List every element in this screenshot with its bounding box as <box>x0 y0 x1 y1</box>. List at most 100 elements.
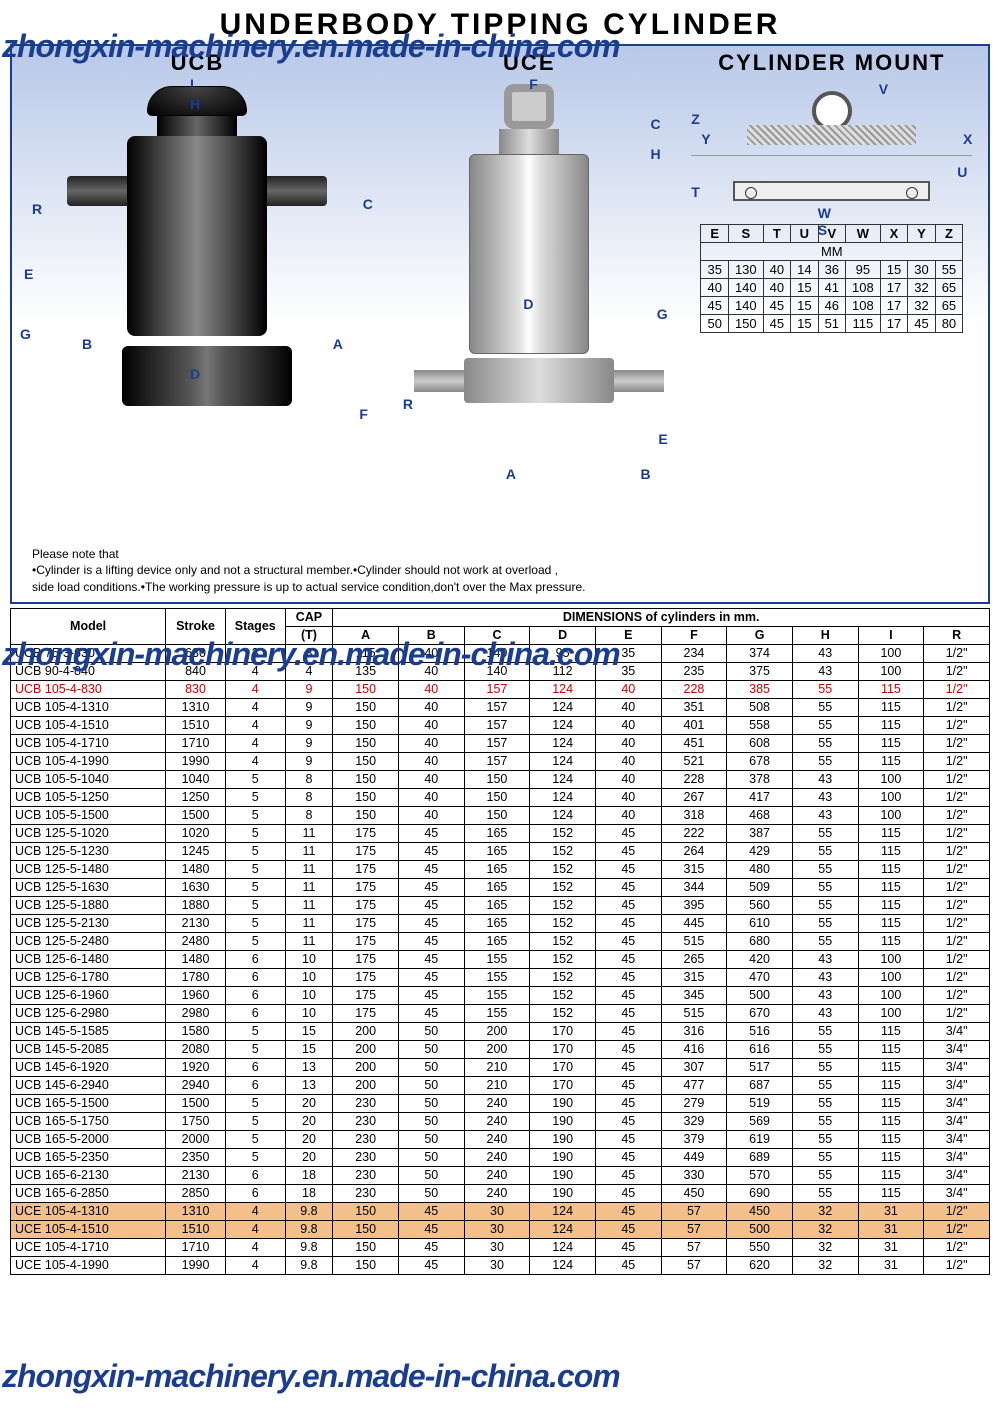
cell-stroke: 1990 <box>166 753 226 771</box>
cell-dim: 55 <box>792 753 858 771</box>
cell-dim: 152 <box>530 969 596 987</box>
table-row: UCB 125-5-102010205111754516515245222387… <box>11 825 990 843</box>
cell-dim: 379 <box>661 1131 727 1149</box>
cell-dim: 230 <box>333 1113 399 1131</box>
cell-dim: 45 <box>398 825 464 843</box>
th-col: F <box>661 627 727 645</box>
cell-dim: 1/2" <box>924 1239 990 1257</box>
cell-dim: 1/2" <box>924 987 990 1005</box>
cell-stroke: 1480 <box>166 861 226 879</box>
cell-model: UCB 165-5-2350 <box>11 1149 166 1167</box>
cell-dim: 55 <box>792 879 858 897</box>
cell-dim: 175 <box>333 861 399 879</box>
cell-dim: 670 <box>727 1005 793 1023</box>
dim-H: H <box>651 146 661 162</box>
cell-dim: 40 <box>595 753 661 771</box>
dim-T: T <box>691 184 700 200</box>
cell-stroke: 2980 <box>166 1005 226 1023</box>
cell-dim: 150 <box>333 789 399 807</box>
cell-dim: 124 <box>530 753 596 771</box>
mount-th: E <box>701 225 728 243</box>
cell-stages: 6 <box>225 951 285 969</box>
cell-stages: 6 <box>225 1185 285 1203</box>
cell-dim: 115 <box>858 843 924 861</box>
cell-dim: 570 <box>727 1167 793 1185</box>
cell-dim: 45 <box>595 1149 661 1167</box>
dim-S: S <box>818 222 827 238</box>
cell-stages: 4 <box>225 663 285 681</box>
cell-dim: 55 <box>792 843 858 861</box>
mount-cell: 40 <box>763 279 790 297</box>
cell-dim: 95 <box>530 645 596 663</box>
cell-dim: 152 <box>530 915 596 933</box>
mount-cell: 95 <box>846 261 881 279</box>
cell-dim: 32 <box>792 1257 858 1275</box>
cell-model: UCB 145-5-2085 <box>11 1041 166 1059</box>
dim-A: A <box>506 466 516 482</box>
cell-dim: 124 <box>530 699 596 717</box>
cell-dim: 155 <box>464 987 530 1005</box>
cell-dim: 477 <box>661 1077 727 1095</box>
cell-dim: 1/2" <box>924 879 990 897</box>
cell-dim: 165 <box>464 879 530 897</box>
cell-model: UCB 125-5-1630 <box>11 879 166 897</box>
cell-stroke: 1780 <box>166 969 226 987</box>
cell-stroke: 1630 <box>166 879 226 897</box>
mount-cell: 41 <box>818 279 845 297</box>
cell-dim: 1/2" <box>924 969 990 987</box>
cell-dim: 100 <box>858 789 924 807</box>
cell-dim: 50 <box>398 1077 464 1095</box>
cell-cap: 18 <box>285 1167 333 1185</box>
cell-cap: 11 <box>285 879 333 897</box>
table-row: UCB 145-5-158515805152005020017045316516… <box>11 1023 990 1041</box>
cell-dim: 330 <box>661 1167 727 1185</box>
mount-cell: 15 <box>791 315 818 333</box>
cell-stroke: 2130 <box>166 1167 226 1185</box>
cell-dim: 417 <box>727 789 793 807</box>
cell-dim: 100 <box>858 663 924 681</box>
cell-dim: 230 <box>333 1149 399 1167</box>
cell-stages: 5 <box>225 915 285 933</box>
cell-dim: 3/4" <box>924 1167 990 1185</box>
cell-dim: 115 <box>858 1077 924 1095</box>
cell-dim: 45 <box>595 843 661 861</box>
cell-dim: 40 <box>398 753 464 771</box>
cell-dim: 678 <box>727 753 793 771</box>
dim-R: R <box>403 396 413 412</box>
cell-dim: 1/2" <box>924 897 990 915</box>
cell-model: UCE 105-4-1710 <box>11 1239 166 1257</box>
cell-dim: 157 <box>464 681 530 699</box>
cell-dim: 150 <box>464 771 530 789</box>
cell-dim: 45 <box>595 897 661 915</box>
cell-dim: 45 <box>595 969 661 987</box>
cell-cap: 10 <box>285 1005 333 1023</box>
cell-dim: 40 <box>398 645 464 663</box>
cell-cap: 9 <box>285 699 333 717</box>
table-row: UCB 105-5-150015005815040150124403184684… <box>11 807 990 825</box>
cell-stroke: 1710 <box>166 1239 226 1257</box>
cell-dim: 155 <box>464 1005 530 1023</box>
cell-dim: 1/2" <box>924 1221 990 1239</box>
cell-dim: 1/2" <box>924 663 990 681</box>
dim-D: D <box>190 366 200 382</box>
dim-H: H <box>190 96 200 112</box>
mount-cell: 40 <box>701 279 728 297</box>
cell-dim: 45 <box>595 1059 661 1077</box>
cell-model: UCB 75-3-630 <box>11 645 166 663</box>
cell-dim: 31 <box>858 1221 924 1239</box>
cell-dim: 1/2" <box>924 1203 990 1221</box>
cell-dim: 1/2" <box>924 1005 990 1023</box>
mount-cell: 14 <box>791 261 818 279</box>
cell-dim: 150 <box>333 699 399 717</box>
cell-dim: 170 <box>530 1023 596 1041</box>
cell-dim: 190 <box>530 1185 596 1203</box>
dim-Y: Y <box>701 131 710 147</box>
cell-dim: 416 <box>661 1041 727 1059</box>
th-col: G <box>727 627 793 645</box>
cell-cap: 11 <box>285 915 333 933</box>
cell-dim: 40 <box>595 807 661 825</box>
cell-dim: 200 <box>333 1059 399 1077</box>
cell-model: UCB 145-5-1585 <box>11 1023 166 1041</box>
cell-dim: 45 <box>595 1221 661 1239</box>
cell-dim: 157 <box>464 735 530 753</box>
